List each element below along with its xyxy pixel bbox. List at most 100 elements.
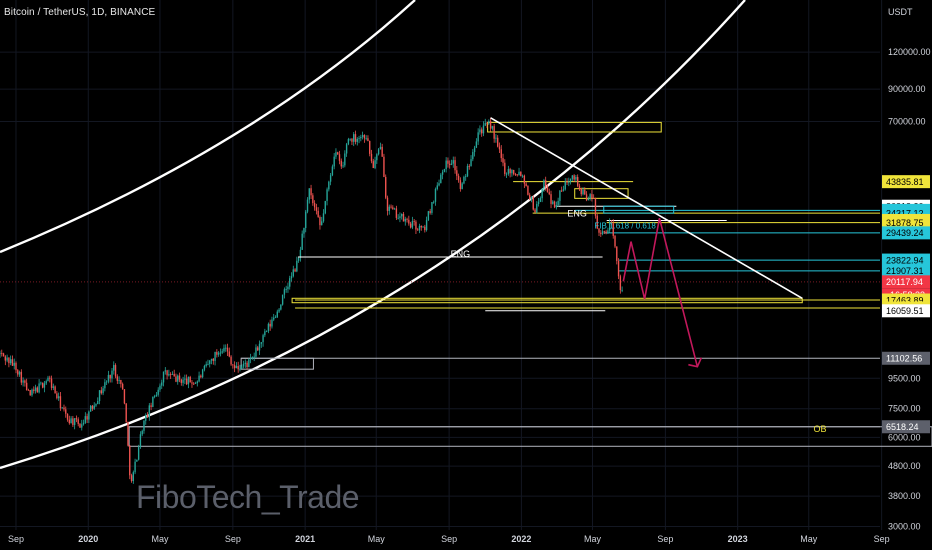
candle-body xyxy=(507,169,510,174)
candle-body xyxy=(20,371,23,383)
candle-body xyxy=(321,221,323,226)
candle-body xyxy=(600,232,602,234)
candle-body xyxy=(82,422,85,425)
candle-body xyxy=(169,374,172,375)
candle-body xyxy=(367,138,369,142)
candle-body xyxy=(113,365,115,371)
candle-body xyxy=(335,152,337,157)
candle-body xyxy=(512,169,515,175)
candle-body xyxy=(445,160,447,170)
price-label-bg xyxy=(882,275,930,289)
candle-body xyxy=(13,362,15,366)
candle-body xyxy=(468,165,470,167)
candle-body xyxy=(264,331,266,336)
candle-body xyxy=(239,368,241,370)
candle-body xyxy=(278,309,280,312)
candle-body xyxy=(61,407,63,409)
x-tick-label: 2022 xyxy=(511,534,531,544)
candle-body xyxy=(319,217,321,226)
candle-body xyxy=(269,323,271,327)
annotation-label: ENG xyxy=(451,249,471,259)
candle-body xyxy=(111,370,113,379)
candle-body xyxy=(356,138,358,142)
candle-body xyxy=(537,201,540,204)
candle-body xyxy=(100,390,103,394)
candle-body xyxy=(141,430,143,435)
candle-body xyxy=(11,359,14,366)
candle-body xyxy=(95,404,97,406)
candle-body xyxy=(274,317,277,319)
candle-body xyxy=(129,445,131,476)
candle-body xyxy=(72,418,74,425)
candle-body xyxy=(281,294,284,305)
candle-body xyxy=(411,221,414,228)
candle-body xyxy=(527,186,529,195)
candle-body xyxy=(370,153,373,162)
candle-body xyxy=(449,163,451,165)
candle-body xyxy=(196,381,199,384)
candle-body xyxy=(145,415,147,421)
candle-body xyxy=(123,389,126,404)
candle-body xyxy=(473,147,476,153)
candle-body xyxy=(402,213,405,222)
candle-body xyxy=(223,347,225,352)
candle-body xyxy=(77,419,79,424)
candle-body xyxy=(198,375,200,382)
candle-body xyxy=(450,163,453,165)
candle-body xyxy=(38,383,40,393)
candle-body xyxy=(374,160,376,169)
candle-body xyxy=(543,180,545,189)
candle-body xyxy=(289,278,291,287)
candle-body xyxy=(360,137,362,139)
x-tick-label: Sep xyxy=(225,534,241,544)
candle-body xyxy=(372,161,374,169)
candle-body xyxy=(481,129,483,134)
candle-body xyxy=(392,207,394,210)
y-tick-label: 9500.00 xyxy=(888,373,921,383)
candle-body xyxy=(301,233,303,250)
candle-body xyxy=(75,418,78,420)
y-tick-label: 6000.00 xyxy=(888,432,921,442)
candle-body xyxy=(178,375,181,380)
candle-body xyxy=(422,226,424,228)
candle-body xyxy=(493,126,495,139)
candle-body xyxy=(29,390,31,396)
candle-body xyxy=(153,396,156,397)
candle-body xyxy=(166,370,168,376)
candle-body xyxy=(226,347,229,352)
candle-body xyxy=(575,177,577,180)
candle-body xyxy=(59,396,62,409)
candle-body xyxy=(518,171,520,176)
candle-body xyxy=(569,178,572,182)
candle-body xyxy=(50,378,53,388)
candle-body xyxy=(70,418,72,424)
candle-body xyxy=(353,134,355,142)
grid-lines xyxy=(0,0,883,530)
watermark: FiboTech_Trade xyxy=(136,479,360,515)
candle-body xyxy=(552,201,554,204)
candle-body xyxy=(189,376,191,383)
candle-body xyxy=(290,276,293,279)
candle-body xyxy=(521,175,524,177)
order-block-zone xyxy=(128,426,932,447)
y-tick-label: 70000.00 xyxy=(888,116,926,126)
candle-body xyxy=(560,190,563,192)
candle-body xyxy=(401,213,403,217)
candle-body xyxy=(233,365,236,369)
candle-body xyxy=(386,197,389,211)
candle-body xyxy=(9,359,12,364)
candle-body xyxy=(397,217,399,219)
candle-body xyxy=(317,210,319,218)
candle-body xyxy=(56,393,58,399)
candle-body xyxy=(502,158,504,163)
candle-body xyxy=(88,411,90,420)
candle-body xyxy=(601,231,604,234)
x-axis: Sep 2020 May Sep 2021 May Sep 2022 May Sep 2023 May… xyxy=(8,534,890,544)
candle-body xyxy=(559,190,561,201)
candle-body xyxy=(66,413,69,420)
symbol-title[interactable]: Bitcoin / TetherUS, 1D, BINANCE xyxy=(4,7,156,18)
candle-body xyxy=(285,289,287,290)
candle-body xyxy=(525,183,527,187)
candle-body xyxy=(566,181,568,183)
